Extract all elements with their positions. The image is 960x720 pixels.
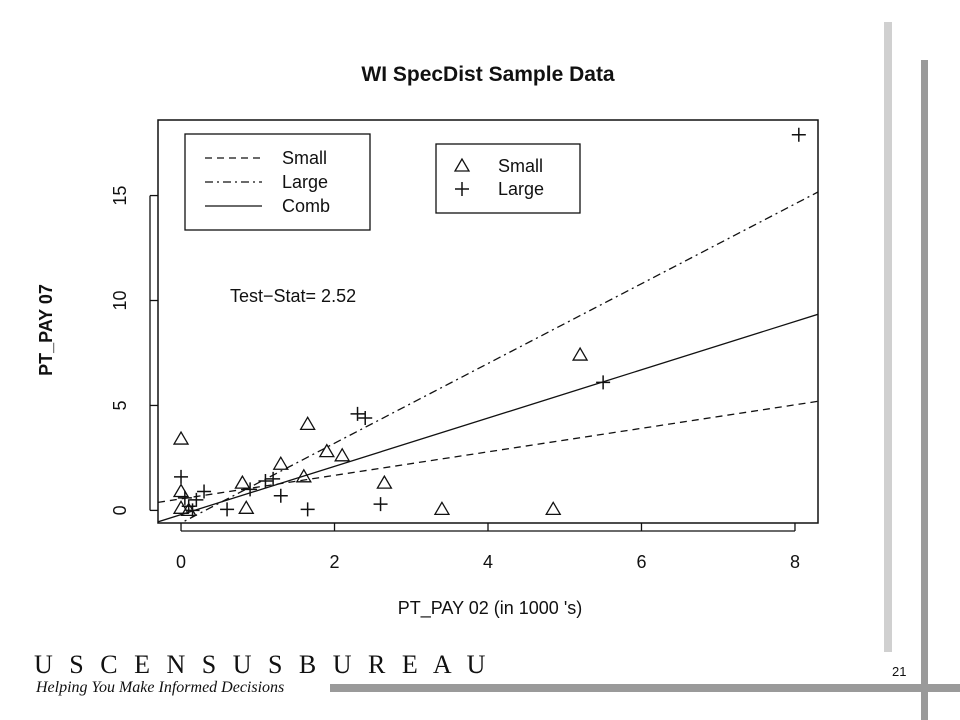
data-point-small [299,416,316,430]
data-point-large [266,471,281,486]
page-number: 21 [892,664,907,679]
data-point-large [273,488,288,503]
x-tick-label: 2 [330,552,340,572]
data-point-large [350,406,365,421]
data-point-small [545,501,562,516]
decorative-horizontal-bar [330,684,960,692]
x-tick-label: 0 [176,552,186,572]
data-point-large [358,411,373,426]
data-point-large [258,474,273,489]
tagline: Helping You Make Informed Decisions [36,679,285,696]
y-axis-label: PT_PAY 07 [36,284,56,376]
x-tick-label: 8 [790,552,800,572]
regression-line-small [158,400,818,504]
data-point-small [238,500,255,514]
x-axis-label: PT_PAY 02 (in 1000 's) [398,598,583,619]
y-tick-label: 0 [110,505,130,515]
decorative-vertical-bar [884,22,892,652]
data-point-small [272,455,289,470]
data-point-large [189,492,204,507]
point-legend-label: Small [498,156,543,176]
census-bureau-logo: U S C E N S U S B U R E A U [34,650,491,679]
data-point-large [791,127,806,142]
data-point-large [373,497,388,512]
regression-line-large [179,191,818,523]
data-point-large [197,484,212,499]
point-legend-label: Large [498,179,544,199]
data-point-large [177,490,192,505]
data-point-small [234,474,251,489]
data-point-small [172,500,190,514]
data-point-small [376,474,393,489]
x-tick-label: 4 [483,552,493,572]
data-point-small [172,430,190,445]
legend-triangle-icon [453,157,471,172]
chart-title: WI SpecDist Sample Data [361,63,615,86]
data-point-large [596,375,611,390]
data-point-large [174,469,189,484]
decorative-vertical-bar-right [921,60,928,720]
data-point-small [334,447,351,462]
data-point-large [243,482,258,497]
data-point-small [295,468,312,483]
legend-plus-icon [455,182,469,196]
line-legend-label: Large [282,172,328,192]
line-legend-label: Small [282,148,327,168]
x-tick-label: 6 [636,552,646,572]
data-point-small [172,483,190,498]
y-tick-label: 10 [110,290,130,310]
data-point-large [220,502,235,517]
y-tick-label: 5 [110,400,130,410]
data-point-small [571,346,589,361]
data-point-small [318,443,335,458]
regression-line-comb [158,313,818,523]
data-point-small [433,501,451,516]
line-legend-box [184,133,371,231]
data-point-large [185,503,200,518]
plot-area: 0 2 4 6 8 0 5 10 15 Small Large Comb Small Large Test−… [110,119,819,572]
data-point-large [300,502,315,517]
point-legend-box [435,143,581,214]
test-stat-annotation: Test−Stat= 2.52 [230,286,356,306]
line-legend-label: Comb [282,196,330,216]
y-tick-label: 15 [110,186,130,206]
